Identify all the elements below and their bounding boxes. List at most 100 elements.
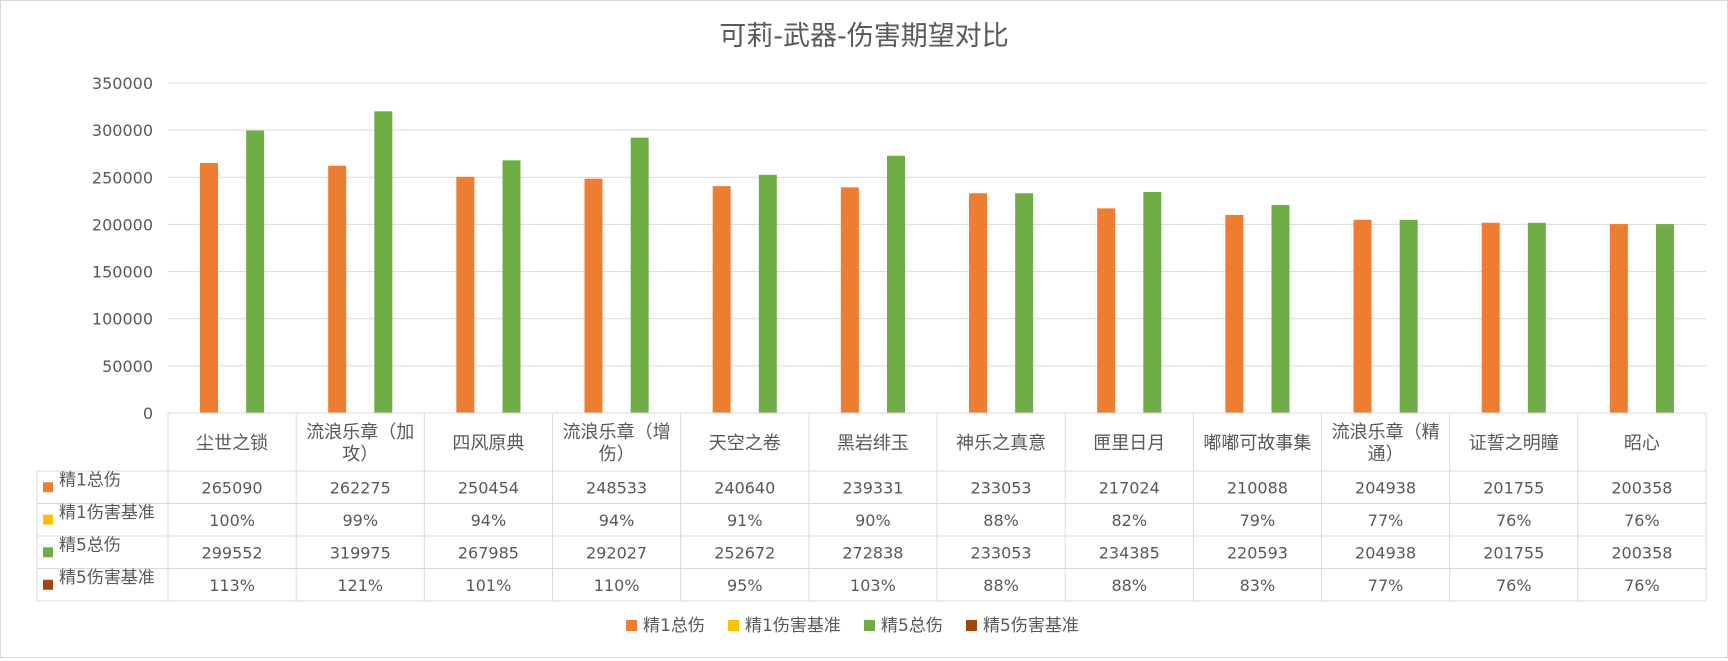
y-tick-label: 50000 (102, 357, 153, 376)
bar-r5-5 (886, 155, 905, 413)
data-label: 319975 (330, 543, 391, 562)
y-axis-ticks: 0 50000 100000 150000 200000 250000 300000 3500… (92, 74, 153, 423)
data-label: 76% (1496, 576, 1532, 595)
bar-r1-9 (1353, 219, 1372, 413)
y-tick-label: 350000 (92, 74, 153, 93)
bar-r5-11 (1655, 224, 1674, 413)
data-label: 262275 (330, 478, 391, 497)
x-tick-label: 黑岩绯玉 (837, 433, 909, 454)
bar-r1-10 (1481, 222, 1500, 413)
bar-r1-8 (1225, 214, 1244, 413)
bar-r1-11 (1609, 224, 1628, 413)
data-label: 77% (1368, 511, 1404, 530)
data-label: 99% (342, 511, 378, 530)
chart-title: 可莉-武器-伤害期望对比 (719, 21, 1009, 52)
data-label: 77% (1368, 576, 1404, 595)
x-tick-label: 尘世之锁 (196, 433, 268, 454)
data-label: 250454 (458, 478, 519, 497)
table-series-name: 精1总伤 (59, 470, 121, 490)
legend-label: 精1伤害基准 (745, 616, 841, 636)
data-label: 210088 (1227, 478, 1288, 497)
data-label: 88% (983, 576, 1019, 595)
x-tick-label: 昭心 (1624, 433, 1660, 454)
bar-r5-7 (1143, 192, 1162, 413)
data-label: 95% (727, 576, 763, 595)
bar-r1-5 (840, 187, 859, 413)
y-tick-label: 300000 (92, 121, 153, 140)
data-label: 110% (594, 576, 640, 595)
data-label: 240640 (714, 478, 775, 497)
data-label: 217024 (1099, 478, 1160, 497)
data-label: 100% (209, 511, 255, 530)
table-legend-key (43, 482, 53, 493)
data-label: 201755 (1483, 543, 1544, 562)
gridlines (168, 82, 1706, 367)
data-label: 292027 (586, 543, 647, 562)
data-label: 299552 (202, 543, 263, 562)
bar-r5-3 (630, 137, 649, 413)
x-tick-label: 流浪乐章（加攻） (306, 422, 414, 465)
data-label: 88% (1111, 576, 1147, 595)
data-label: 200358 (1611, 478, 1672, 497)
data-label: 233053 (971, 478, 1032, 497)
data-label: 267985 (458, 543, 519, 562)
y-tick-label: 100000 (92, 310, 153, 329)
x-tick-label: 匣里日月 (1093, 433, 1165, 454)
bar-r5-4 (758, 174, 777, 413)
data-label: 90% (855, 511, 891, 530)
data-label: 113% (209, 576, 255, 595)
data-label: 94% (471, 511, 507, 530)
table-legend-key (43, 514, 53, 525)
x-tick-label: 嘟嘟可故事集 (1203, 433, 1311, 454)
data-label: 76% (1496, 511, 1532, 530)
bar-r1-7 (1097, 208, 1116, 413)
legend-swatch (864, 620, 875, 631)
data-label: 265090 (202, 478, 263, 497)
data-table: 尘世之锁 流浪乐章（加攻） 四风原典 流浪乐章（增伤） 天空之卷 黑岩绯玉 神乐之真意 匣里日… (36, 412, 1707, 602)
bar-r5-2 (502, 160, 521, 413)
legend: 精1总伤 精1伤害基准 精5总伤 精5伤害基准 (626, 616, 1079, 636)
legend-label: 精5总伤 (881, 616, 943, 636)
x-tick-label: 四风原典 (452, 433, 524, 454)
table-series-name: 精5伤害基准 (59, 568, 155, 588)
table-series-name: 精5总伤 (59, 535, 121, 555)
bar-r5-8 (1271, 205, 1290, 413)
bar-r5-10 (1527, 222, 1546, 413)
bar-r1-1 (328, 165, 347, 413)
y-tick-label: 150000 (92, 263, 153, 282)
data-label: 76% (1624, 576, 1660, 595)
table-legend-key (43, 579, 53, 590)
data-label: 233053 (971, 543, 1032, 562)
x-tick-label: 神乐之真意 (956, 433, 1046, 454)
data-label: 91% (727, 511, 763, 530)
y-tick-label: 250000 (92, 168, 153, 187)
data-label: 83% (1240, 576, 1276, 595)
data-label: 248533 (586, 478, 647, 497)
x-tick-label: 流浪乐章（精通） (1332, 422, 1440, 465)
data-label: 103% (850, 576, 896, 595)
bar-r5-9 (1399, 219, 1418, 413)
legend-swatch (728, 620, 739, 631)
y-tick-label: 200000 (92, 215, 153, 234)
bars (200, 111, 1674, 414)
data-label: 201755 (1483, 478, 1544, 497)
bar-r1-4 (712, 186, 731, 413)
y-tick-label: 0 (143, 404, 153, 423)
bar-r1-3 (584, 178, 603, 413)
bar-r1-0 (200, 163, 219, 413)
table-legend-key (43, 547, 53, 558)
data-label: 220593 (1227, 543, 1288, 562)
bar-r5-6 (1015, 193, 1034, 413)
data-label: 200358 (1611, 543, 1672, 562)
table-series-name: 精1伤害基准 (59, 503, 155, 523)
data-label: 79% (1240, 511, 1276, 530)
data-label: 94% (599, 511, 635, 530)
data-label: 204938 (1355, 478, 1416, 497)
bar-r5-1 (374, 111, 393, 413)
bar-r1-2 (456, 176, 475, 413)
bar-r1-6 (969, 193, 988, 413)
data-label: 121% (337, 576, 383, 595)
data-label: 88% (983, 511, 1019, 530)
